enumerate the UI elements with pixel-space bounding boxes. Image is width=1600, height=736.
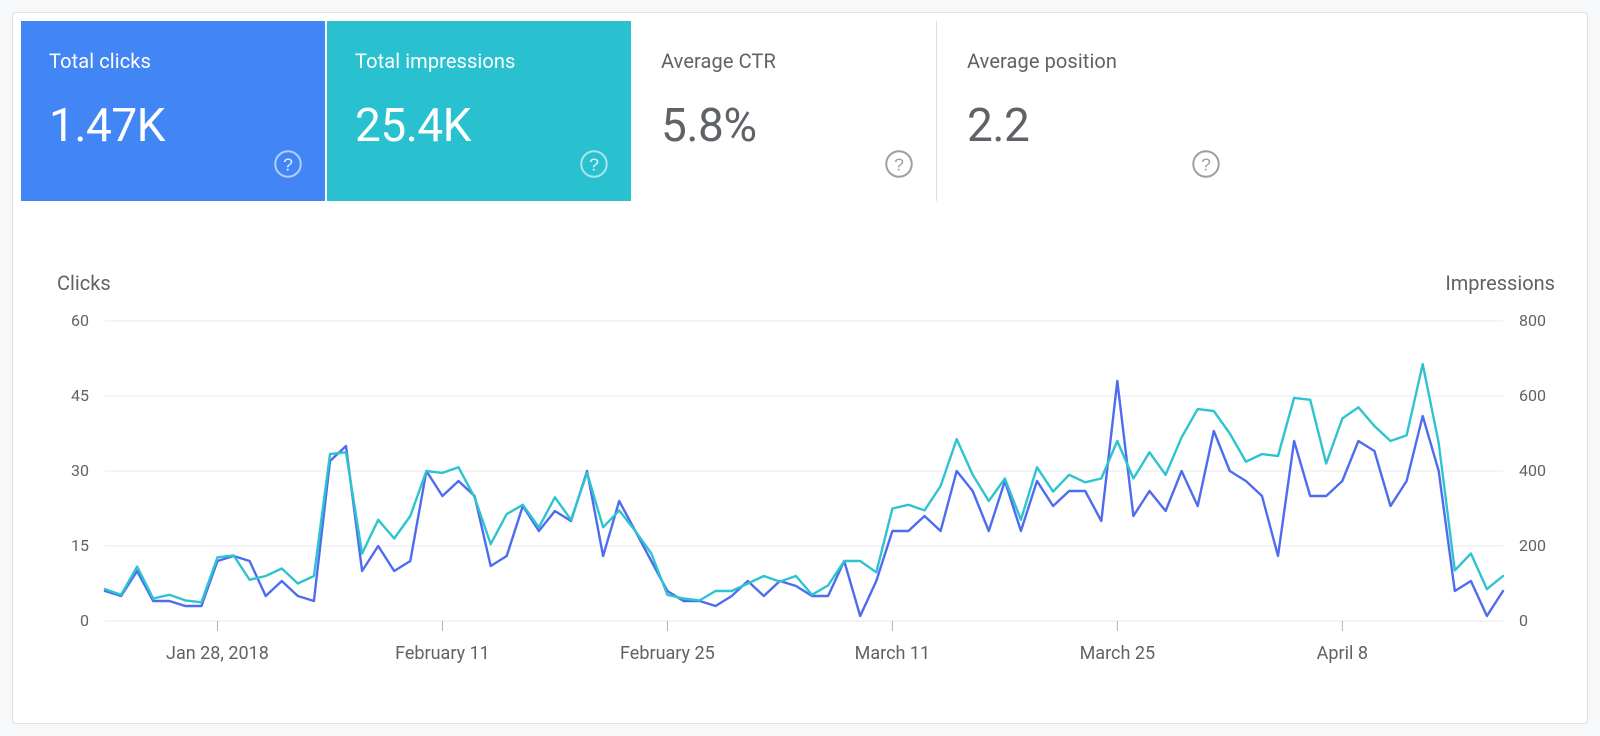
metric-value: 25.4K xyxy=(355,99,603,153)
svg-text:400: 400 xyxy=(1519,461,1546,480)
metric-card-total-impressions[interactable]: Total impressions 25.4K ? xyxy=(327,21,631,201)
svg-text:30: 30 xyxy=(71,461,89,480)
help-icon[interactable]: ? xyxy=(579,149,609,179)
svg-text:?: ? xyxy=(283,154,293,174)
svg-text:March 25: March 25 xyxy=(1080,643,1155,664)
metric-label: Total clicks xyxy=(49,49,297,73)
svg-text:600: 600 xyxy=(1519,386,1546,405)
svg-text:?: ? xyxy=(589,154,599,174)
help-icon[interactable]: ? xyxy=(273,149,303,179)
svg-text:45: 45 xyxy=(71,386,89,405)
metric-value: 5.8% xyxy=(661,99,908,153)
help-icon[interactable]: ? xyxy=(884,149,914,179)
metric-value: 2.2 xyxy=(967,99,1215,153)
metric-label: Average CTR xyxy=(661,49,908,73)
metric-label: Average position xyxy=(967,49,1215,73)
svg-text:?: ? xyxy=(894,154,904,174)
chart-area: Clicks Impressions 015304560020040060080… xyxy=(13,201,1587,723)
svg-text:0: 0 xyxy=(1519,611,1528,630)
svg-text:200: 200 xyxy=(1519,536,1546,555)
svg-text:Jan 28, 2018: Jan 28, 2018 xyxy=(166,643,269,664)
metric-card-average-ctr[interactable]: Average CTR 5.8% ? xyxy=(633,21,937,201)
svg-text:?: ? xyxy=(1201,154,1211,174)
svg-text:0: 0 xyxy=(80,611,89,630)
svg-text:February 11: February 11 xyxy=(395,643,490,664)
metric-value: 1.47K xyxy=(49,99,297,153)
metric-card-total-clicks[interactable]: Total clicks 1.47K ? xyxy=(21,21,325,201)
line-chart: 0153045600200400600800Jan 28, 2018Februa… xyxy=(33,291,1569,711)
svg-text:800: 800 xyxy=(1519,311,1546,330)
metrics-row: Total clicks 1.47K ? Total impressions 2… xyxy=(13,13,1587,201)
help-icon[interactable]: ? xyxy=(1191,149,1221,179)
svg-text:15: 15 xyxy=(71,536,89,555)
performance-card: Total clicks 1.47K ? Total impressions 2… xyxy=(12,12,1588,724)
svg-text:March 11: March 11 xyxy=(855,643,930,664)
metric-card-average-position[interactable]: Average position 2.2 ? xyxy=(939,21,1243,201)
svg-text:April 8: April 8 xyxy=(1317,643,1368,664)
svg-text:February 25: February 25 xyxy=(620,643,715,664)
svg-text:60: 60 xyxy=(71,311,89,330)
metric-label: Total impressions xyxy=(355,49,603,73)
